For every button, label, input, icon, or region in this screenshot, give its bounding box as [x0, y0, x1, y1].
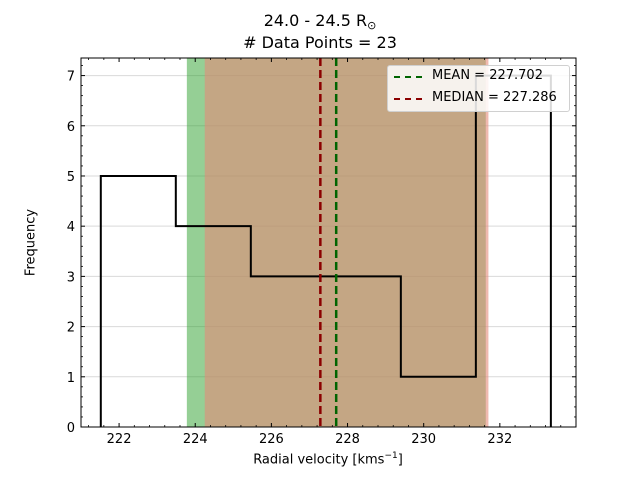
x-tick-label-230: 230: [411, 432, 436, 447]
legend-label-mean: MEAN = 227.702: [432, 68, 543, 83]
y-tick-label-3: 3: [67, 270, 75, 285]
y-tick-label-4: 4: [67, 220, 75, 235]
axes-frame: [80, 57, 577, 428]
x-tick-label-222: 222: [107, 432, 132, 447]
chart-title-line-1: 24.0 - 24.5 R⊙: [263, 11, 377, 32]
y-axis-label: Frequency: [23, 208, 39, 277]
legend-swatch-median: [394, 98, 422, 100]
x-tick-label-224: 224: [183, 432, 208, 447]
x-tick-label-228: 228: [335, 432, 360, 447]
legend: MEAN = 227.702 MEDIAN = 227.286: [387, 65, 570, 112]
legend-entry-mean: MEAN = 227.702: [388, 67, 569, 87]
x-axis-label: Radial velocity [kms−1]: [253, 451, 403, 468]
y-tick-label-0: 0: [67, 421, 75, 436]
x-tick-label-232: 232: [487, 432, 512, 447]
y-tick-label-6: 6: [67, 120, 75, 135]
legend-swatch-mean: [394, 76, 422, 78]
legend-entry-median: MEDIAN = 227.286: [388, 89, 569, 109]
y-tick-label-7: 7: [67, 70, 75, 85]
y-tick-label-1: 1: [67, 371, 75, 386]
shaded-band-2: [204, 58, 489, 427]
legend-label-median: MEDIAN = 227.286: [432, 90, 557, 105]
chart-title-line-2: # Data Points = 23: [243, 33, 397, 52]
y-tick-label-2: 2: [67, 321, 75, 336]
x-tick-label-226: 226: [259, 432, 284, 447]
y-tick-label-5: 5: [67, 170, 75, 185]
